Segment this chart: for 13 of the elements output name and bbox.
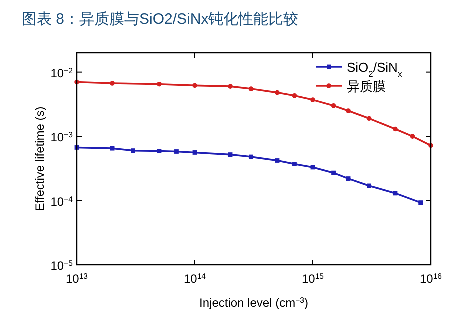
x-axis-title: Injection level (cm$^{−3}$) [200, 296, 308, 310]
legend-label: SiO$_{2}$/SiN$_{x}$ [347, 60, 403, 79]
y-axis-title: Effective lifetime (s) [33, 106, 47, 212]
x-tick-label: 10$^{16}$ [420, 272, 442, 286]
chart-title: 图表 8：异质膜与SiO2/SiNx钝化性能比较 [22, 11, 299, 28]
x-tick-label: 10$^{13}$ [66, 272, 88, 286]
y-tick-label: 10$^{−2}$ [50, 66, 73, 80]
x-tick-label: 10$^{14}$ [184, 272, 207, 286]
legend-label: 异质膜 [347, 79, 386, 94]
y-tick-label: 10$^{−4}$ [50, 194, 74, 209]
y-tick-label: 10$^{−3}$ [50, 130, 73, 145]
y-tick-label: 10$^{−5}$ [50, 258, 74, 273]
x-tick-label: 10$^{15}$ [302, 272, 325, 286]
